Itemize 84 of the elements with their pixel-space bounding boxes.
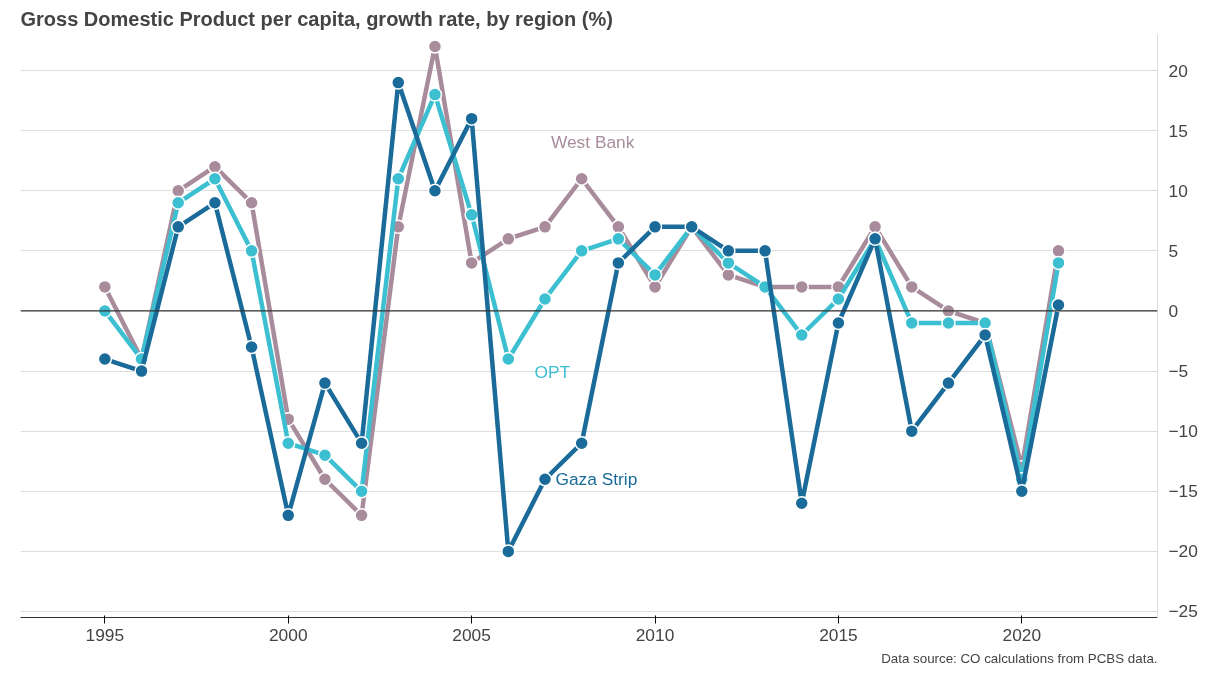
point xyxy=(244,243,259,259)
y-tick-label: −20 xyxy=(1168,541,1198,562)
series-label: West Bank xyxy=(550,132,635,153)
point xyxy=(904,423,920,439)
x-tick-label: 2005 xyxy=(452,624,491,645)
point xyxy=(391,75,406,90)
x-tick-label: 1995 xyxy=(85,624,125,645)
point xyxy=(721,255,736,271)
point xyxy=(170,183,186,199)
x-tick-label: 2000 xyxy=(268,624,308,645)
point xyxy=(831,291,846,307)
y-tick-label: 20 xyxy=(1168,60,1188,81)
point xyxy=(611,255,626,271)
point xyxy=(1051,255,1066,271)
point xyxy=(207,159,223,174)
point xyxy=(134,363,149,379)
series-label: OPT xyxy=(534,361,571,382)
y-tick-label: −10 xyxy=(1168,421,1198,442)
point xyxy=(941,375,956,391)
point xyxy=(464,255,479,271)
point xyxy=(757,243,773,259)
y-tick-label: 15 xyxy=(1168,120,1188,141)
y-tick-label: 10 xyxy=(1168,180,1188,201)
point xyxy=(317,447,333,463)
point xyxy=(281,508,296,523)
point xyxy=(281,435,296,451)
y-tick-label: −25 xyxy=(1168,601,1198,622)
point xyxy=(537,472,553,487)
point xyxy=(904,315,920,331)
point xyxy=(574,435,589,451)
point xyxy=(464,111,479,126)
point xyxy=(611,231,626,247)
point xyxy=(1051,243,1066,259)
point xyxy=(574,243,589,259)
point xyxy=(354,484,369,499)
point xyxy=(867,219,883,235)
point xyxy=(647,219,663,235)
point xyxy=(354,508,369,523)
point xyxy=(97,279,113,295)
point xyxy=(501,231,516,247)
source-note: Data source: CO calculations from PCBS data. xyxy=(881,650,1158,666)
point xyxy=(721,243,736,259)
point xyxy=(207,171,223,186)
point xyxy=(317,472,333,487)
point xyxy=(1014,484,1030,499)
x-tick-label: 2015 xyxy=(819,624,858,645)
point xyxy=(904,279,920,295)
point xyxy=(427,87,443,102)
point xyxy=(427,183,443,199)
point xyxy=(1051,297,1066,313)
point xyxy=(427,39,443,54)
point xyxy=(537,291,553,307)
point xyxy=(244,195,259,211)
x-tick-label: 2010 xyxy=(635,624,675,645)
point xyxy=(170,219,186,235)
point xyxy=(317,375,333,391)
point xyxy=(97,351,113,367)
point xyxy=(537,219,553,235)
point xyxy=(611,219,626,235)
point xyxy=(207,195,223,211)
point xyxy=(721,267,736,283)
y-tick-label: −15 xyxy=(1168,481,1198,502)
point xyxy=(574,171,589,186)
y-tick-label: −5 xyxy=(1168,361,1189,382)
point xyxy=(244,339,259,355)
point xyxy=(464,207,479,223)
point xyxy=(794,327,809,343)
point xyxy=(501,544,516,559)
y-tick-label: 5 xyxy=(1168,240,1179,261)
point xyxy=(647,279,663,295)
point xyxy=(977,327,993,343)
point xyxy=(647,267,663,283)
point xyxy=(941,315,956,331)
point xyxy=(391,171,406,186)
point xyxy=(170,195,186,211)
y-tick-label: 0 xyxy=(1168,300,1179,321)
point xyxy=(501,351,516,367)
point xyxy=(794,496,809,511)
x-tick-label: 2020 xyxy=(1002,624,1042,645)
point xyxy=(354,435,369,451)
point xyxy=(831,315,846,331)
chart-title: Gross Domestic Product per capita, growth rate, by region (%) xyxy=(20,7,613,30)
series-label: Gaza Strip xyxy=(555,468,638,489)
point xyxy=(794,279,809,295)
